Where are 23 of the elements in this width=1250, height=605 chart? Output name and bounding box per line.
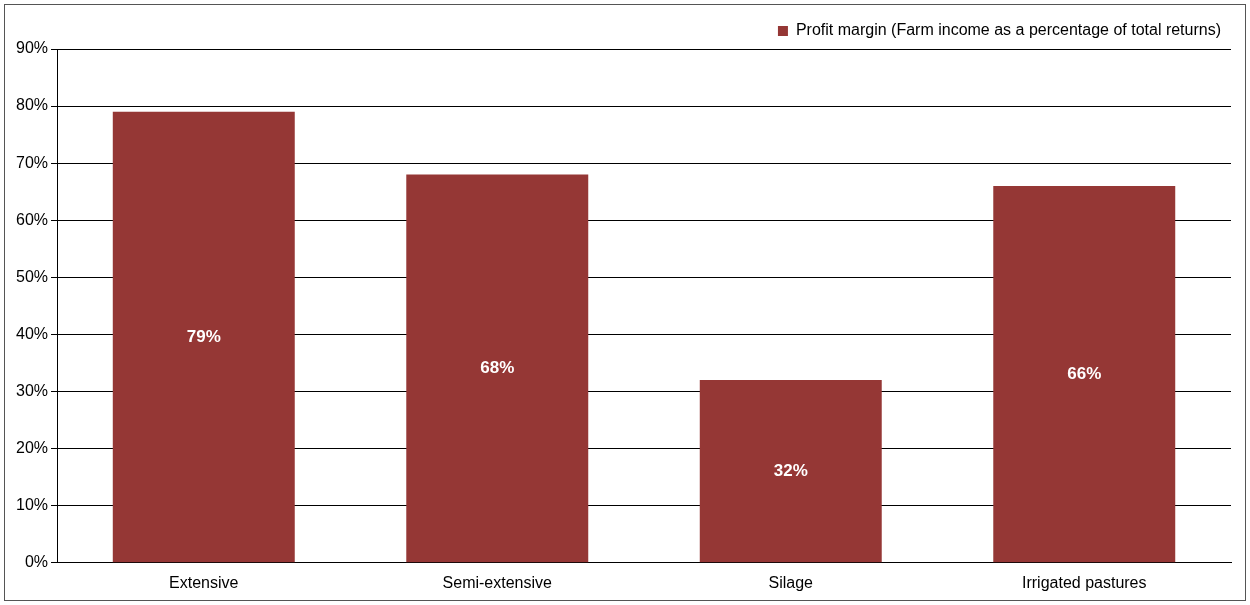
y-tick-label: 40%: [15, 324, 49, 342]
data-label: 79%: [186, 326, 221, 346]
y-tick-label: 80%: [15, 96, 49, 114]
y-tick-label: 70%: [15, 153, 49, 171]
x-tick-label: Semi-extensive: [442, 573, 553, 591]
data-label: 32%: [773, 460, 808, 480]
data-label: 68%: [480, 358, 515, 378]
y-tick-label: 0%: [24, 553, 49, 571]
bar: [993, 186, 1176, 563]
y-tick-label: 50%: [15, 267, 49, 285]
y-tick-label: 90%: [15, 39, 49, 57]
y-tick-label: 60%: [15, 210, 49, 228]
legend-label: Profit margin (Farm income as a percentage of total returns): [795, 21, 1221, 39]
x-tick-label: Irrigated pastures: [1022, 573, 1147, 591]
y-tick-label: 10%: [15, 496, 49, 514]
x-tick-label: Silage: [768, 573, 814, 591]
y-tick-label: 30%: [15, 381, 49, 399]
data-label: 66%: [1067, 363, 1102, 383]
bar: [112, 111, 295, 563]
x-tick-label: Extensive: [169, 573, 239, 591]
bar: [406, 174, 589, 563]
bar: [699, 380, 882, 563]
y-tick-label: 20%: [15, 439, 49, 457]
